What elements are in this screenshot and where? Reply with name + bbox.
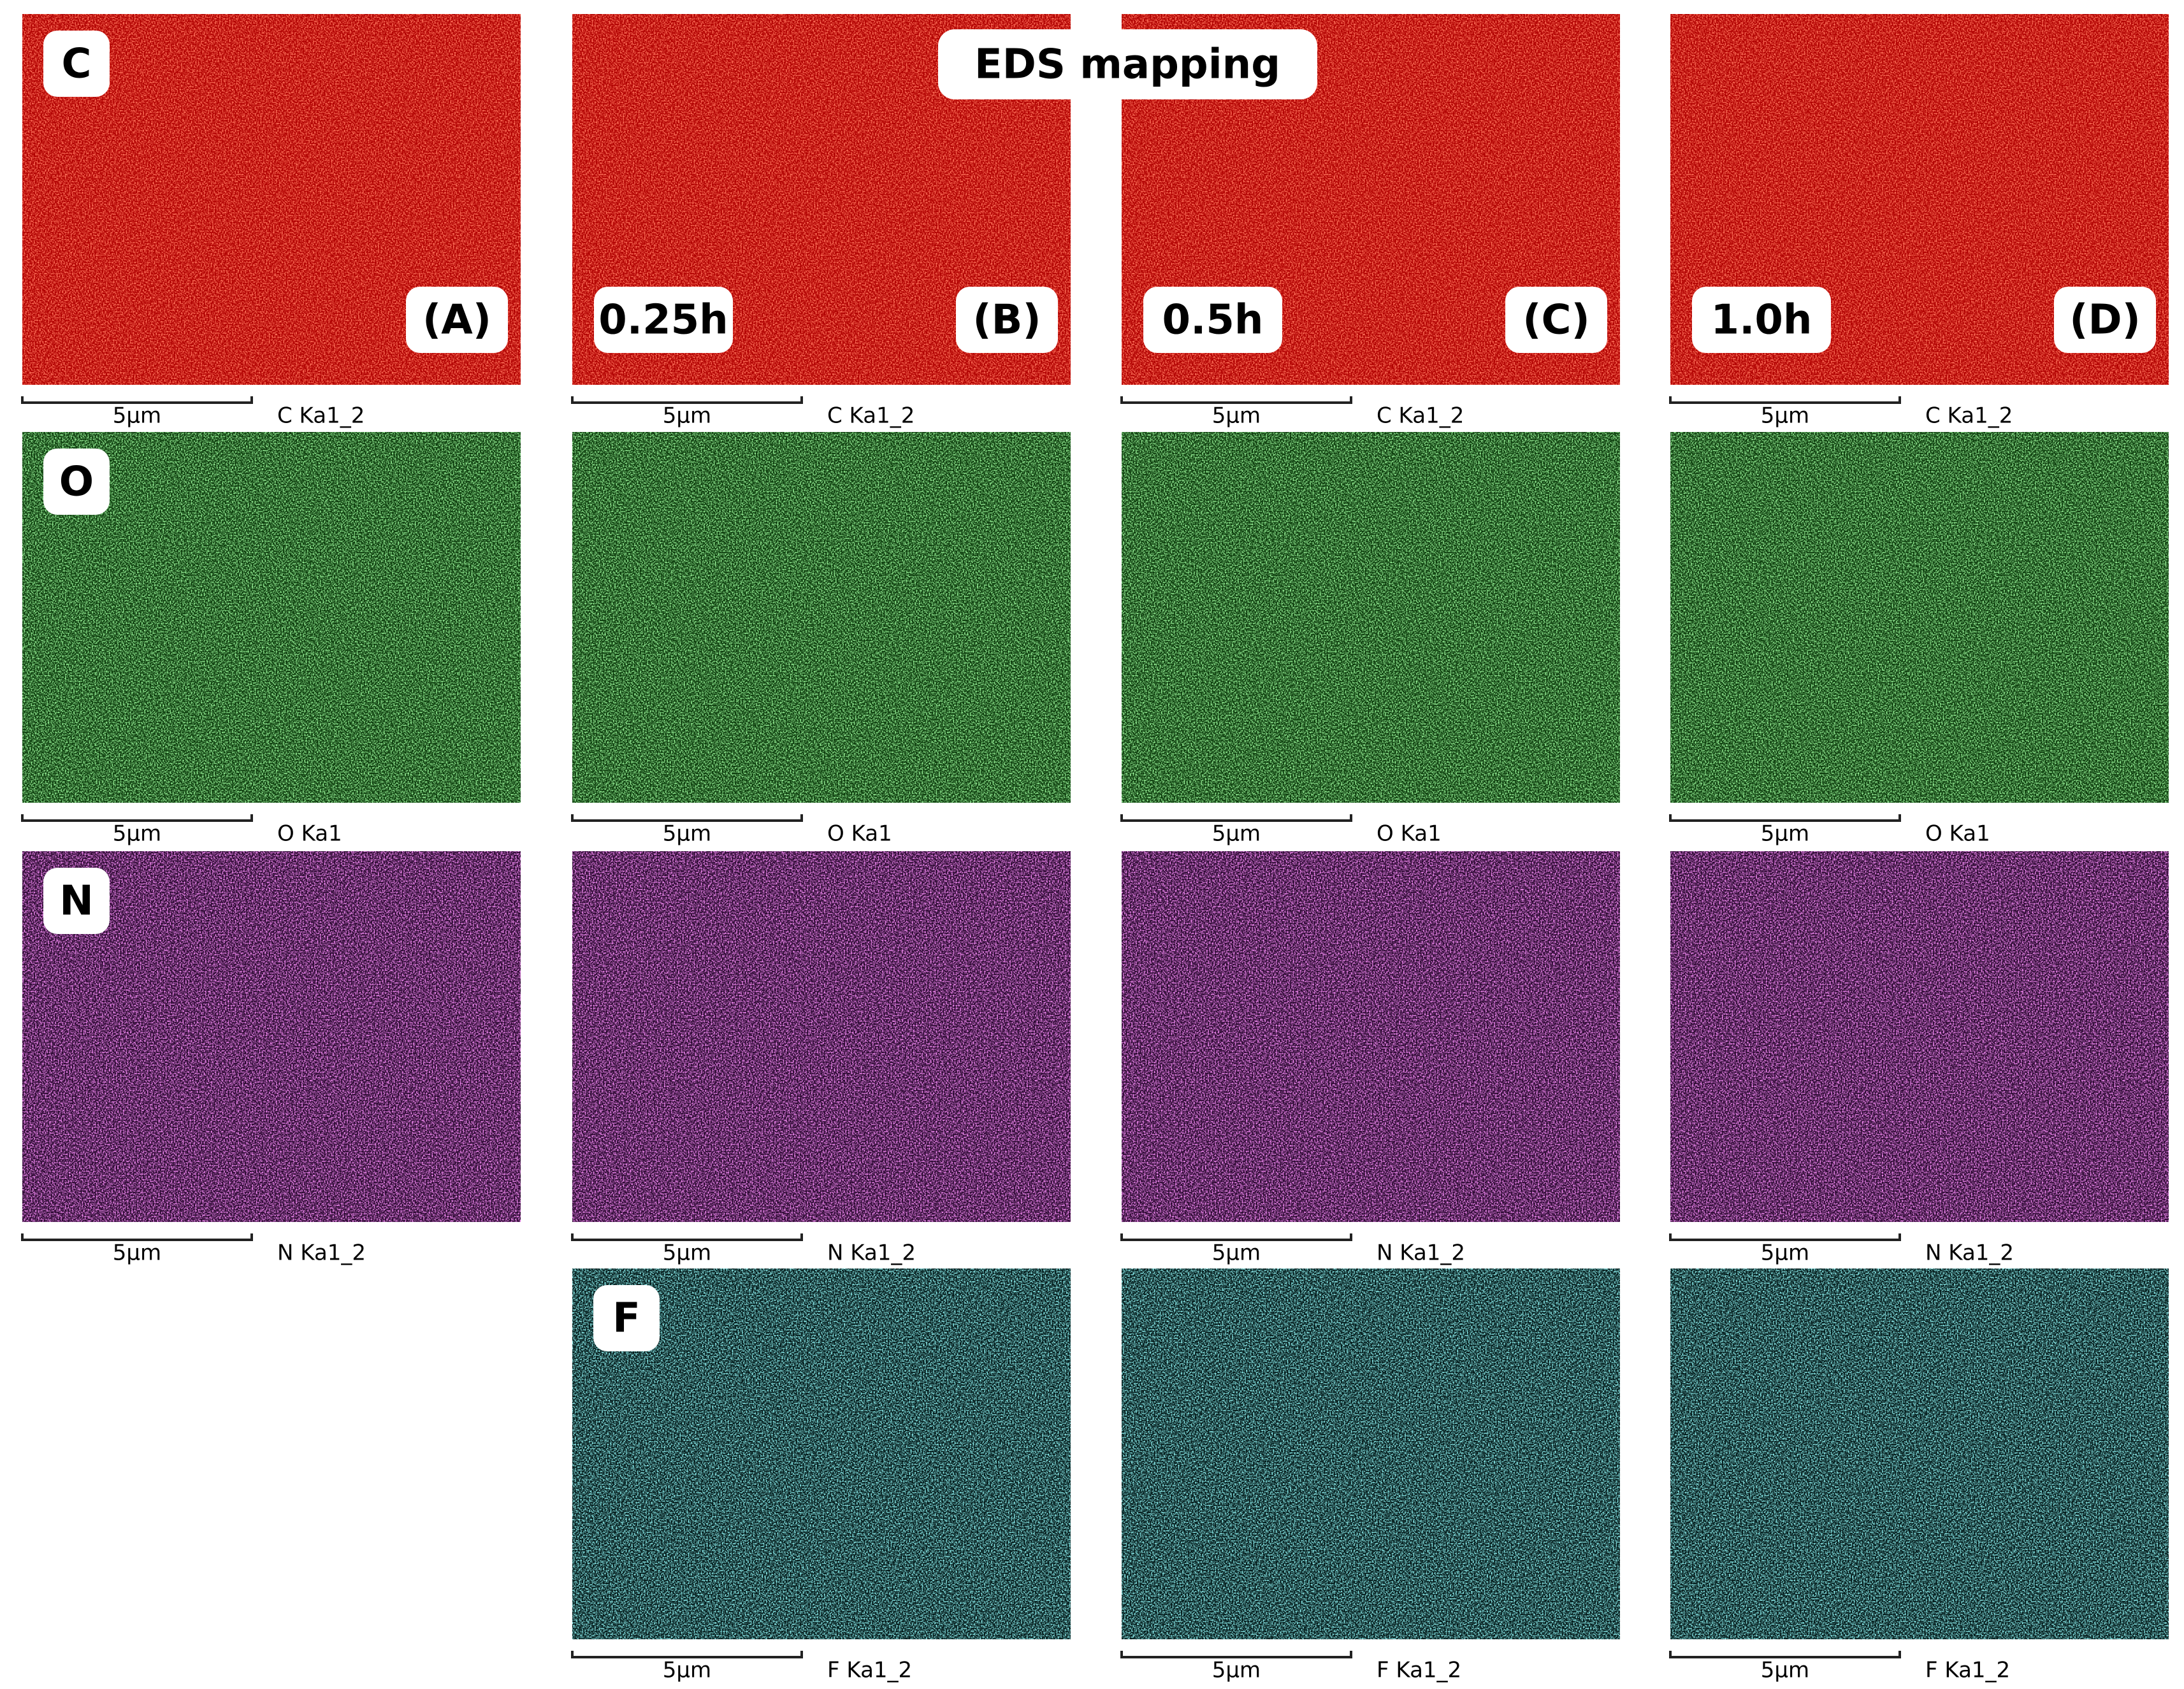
scale-label: 5μm [1212,403,1261,429]
scale-label: 5μm [1212,1658,1261,1683]
map-label: N Ka1_2 [1377,1240,1465,1266]
panel-label-bg [1505,287,1607,353]
scale-label: 5μm [1212,1240,1261,1266]
element-label-bg [593,1285,660,1351]
panel-label: (A) [423,297,491,344]
scale-bar [1669,396,1901,404]
map-label: F Ka1_2 [827,1658,912,1683]
scale-bar [21,396,253,404]
element-label: F [612,1295,640,1342]
time-label-bg [1692,287,1831,353]
eds-noise [572,432,1071,803]
map-label: F Ka1_2 [1925,1658,2010,1683]
scale-bar [571,396,803,404]
scale-label: 5μm [663,1658,711,1683]
scale-label: 5μm [1761,821,1809,847]
map-label: C Ka1_2 [277,403,365,429]
eds-noise [1122,1269,1620,1639]
scale-label: 5μm [663,1240,711,1266]
map-label: O Ka1 [827,821,892,847]
panel-label-bg [956,287,1058,353]
scale-label: 5μm [663,403,711,429]
scale-label: 5μm [113,403,161,429]
panel-label-bg [406,287,508,353]
element-label-bg [43,449,110,515]
element-label-bg [43,31,110,97]
map-label: O Ka1 [277,821,342,847]
scale-label: 5μm [1212,821,1261,847]
eds-noise [1670,851,2169,1222]
scale-label: 5μm [1761,403,1809,429]
element-label: N [59,878,94,925]
scale-bar [1669,1233,1901,1241]
scale-bar [571,1651,803,1658]
title: EDS mapping [974,41,1280,89]
scale-bar [1120,1651,1352,1658]
scale-bar [1120,1233,1352,1241]
panel-label-bg [2054,287,2156,353]
scale-bar [571,1233,803,1241]
element-label: C [62,41,92,88]
map-label: N Ka1_2 [827,1240,916,1266]
scale-label: 5μm [113,1240,161,1266]
scale-bar [571,814,803,822]
scale-label: 5μm [663,821,711,847]
panel-label: (C) [1522,297,1589,344]
time-label: 0.25h [598,297,728,344]
eds-noise [1670,1269,2169,1639]
scale-bar [21,814,253,822]
map-label: C Ka1_2 [1377,403,1464,429]
map-label: C Ka1_2 [827,403,915,429]
map-label: C Ka1_2 [1925,403,2013,429]
eds-noise [1122,851,1620,1222]
time-label: 0.5h [1162,297,1264,344]
panel-label: (D) [2069,297,2141,344]
scale-bar [1669,1651,1901,1658]
scale-label: 5μm [1761,1658,1809,1683]
eds-noise [572,851,1071,1222]
scale-bar [21,1233,253,1241]
scale-label: 5μm [113,821,161,847]
element-label: O [59,459,94,506]
panel-label: (B) [973,297,1041,344]
map-label: O Ka1 [1377,821,1442,847]
map-label: F Ka1_2 [1377,1658,1461,1683]
map-label: N Ka1_2 [277,1240,366,1266]
time-label-bg [594,287,733,353]
scale-bar [1120,814,1352,822]
eds-noise [1670,432,2169,803]
scale-bar [1120,396,1352,404]
time-label: 1.0h [1711,297,1812,344]
scale-bar [1669,814,1901,822]
scale-label: 5μm [1761,1240,1809,1266]
map-label: N Ka1_2 [1925,1240,2014,1266]
element-label-bg [43,868,110,934]
title-bg [938,29,1317,99]
map-label: O Ka1 [1925,821,1990,847]
time-label-bg [1143,287,1282,353]
eds-noise [1122,432,1620,803]
